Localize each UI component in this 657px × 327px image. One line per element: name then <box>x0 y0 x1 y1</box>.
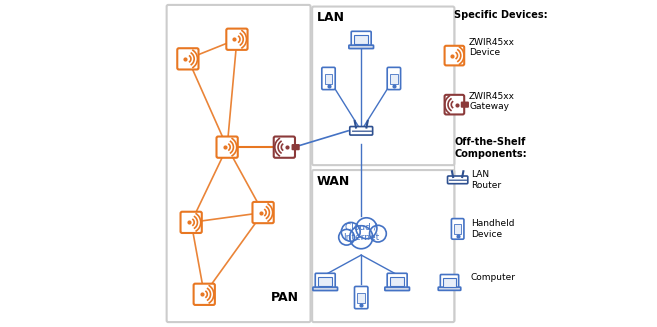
FancyBboxPatch shape <box>355 286 368 309</box>
FancyBboxPatch shape <box>181 212 202 233</box>
FancyBboxPatch shape <box>445 95 464 114</box>
FancyBboxPatch shape <box>440 275 459 289</box>
FancyBboxPatch shape <box>177 48 198 70</box>
FancyBboxPatch shape <box>167 5 311 322</box>
FancyBboxPatch shape <box>252 202 274 223</box>
Circle shape <box>350 226 373 249</box>
FancyBboxPatch shape <box>447 176 468 184</box>
Text: ZWIR45xx
Gateway: ZWIR45xx Gateway <box>469 92 515 111</box>
FancyBboxPatch shape <box>312 7 455 165</box>
FancyBboxPatch shape <box>312 170 455 322</box>
Bar <box>454 224 461 234</box>
Text: Computer: Computer <box>471 273 516 283</box>
Bar <box>325 74 332 84</box>
FancyBboxPatch shape <box>322 67 335 90</box>
Text: Specific Devices:: Specific Devices: <box>455 10 548 20</box>
Text: LAN: LAN <box>317 11 345 25</box>
Text: Off-the-Shelf
Components:: Off-the-Shelf Components: <box>455 137 527 159</box>
FancyBboxPatch shape <box>315 273 335 289</box>
FancyBboxPatch shape <box>313 287 338 291</box>
FancyBboxPatch shape <box>387 273 407 289</box>
Text: LAN
Router: LAN Router <box>471 170 501 190</box>
FancyBboxPatch shape <box>438 287 461 290</box>
Bar <box>390 277 404 286</box>
Text: Handheld
Device: Handheld Device <box>471 219 514 239</box>
Text: WAN: WAN <box>317 175 350 188</box>
Bar <box>443 278 456 286</box>
Text: PAN: PAN <box>271 291 299 304</box>
FancyBboxPatch shape <box>226 28 248 50</box>
Bar <box>390 74 397 84</box>
Text: ZWIR45xx
Device: ZWIR45xx Device <box>469 38 515 57</box>
Bar <box>354 35 369 44</box>
Text: Cloud /
Internet: Cloud / Internet <box>343 222 379 242</box>
FancyBboxPatch shape <box>387 67 401 90</box>
Circle shape <box>342 222 360 241</box>
FancyBboxPatch shape <box>292 145 299 149</box>
FancyBboxPatch shape <box>385 287 409 291</box>
FancyBboxPatch shape <box>445 46 464 65</box>
FancyBboxPatch shape <box>350 127 373 135</box>
Bar <box>318 277 332 286</box>
Bar <box>357 293 365 303</box>
Circle shape <box>356 218 377 239</box>
FancyBboxPatch shape <box>351 31 371 47</box>
Circle shape <box>370 225 386 242</box>
FancyBboxPatch shape <box>274 137 295 158</box>
FancyBboxPatch shape <box>451 219 464 239</box>
FancyBboxPatch shape <box>217 137 238 158</box>
Circle shape <box>339 230 354 245</box>
FancyBboxPatch shape <box>349 45 374 49</box>
FancyBboxPatch shape <box>194 284 215 305</box>
FancyBboxPatch shape <box>462 102 468 107</box>
